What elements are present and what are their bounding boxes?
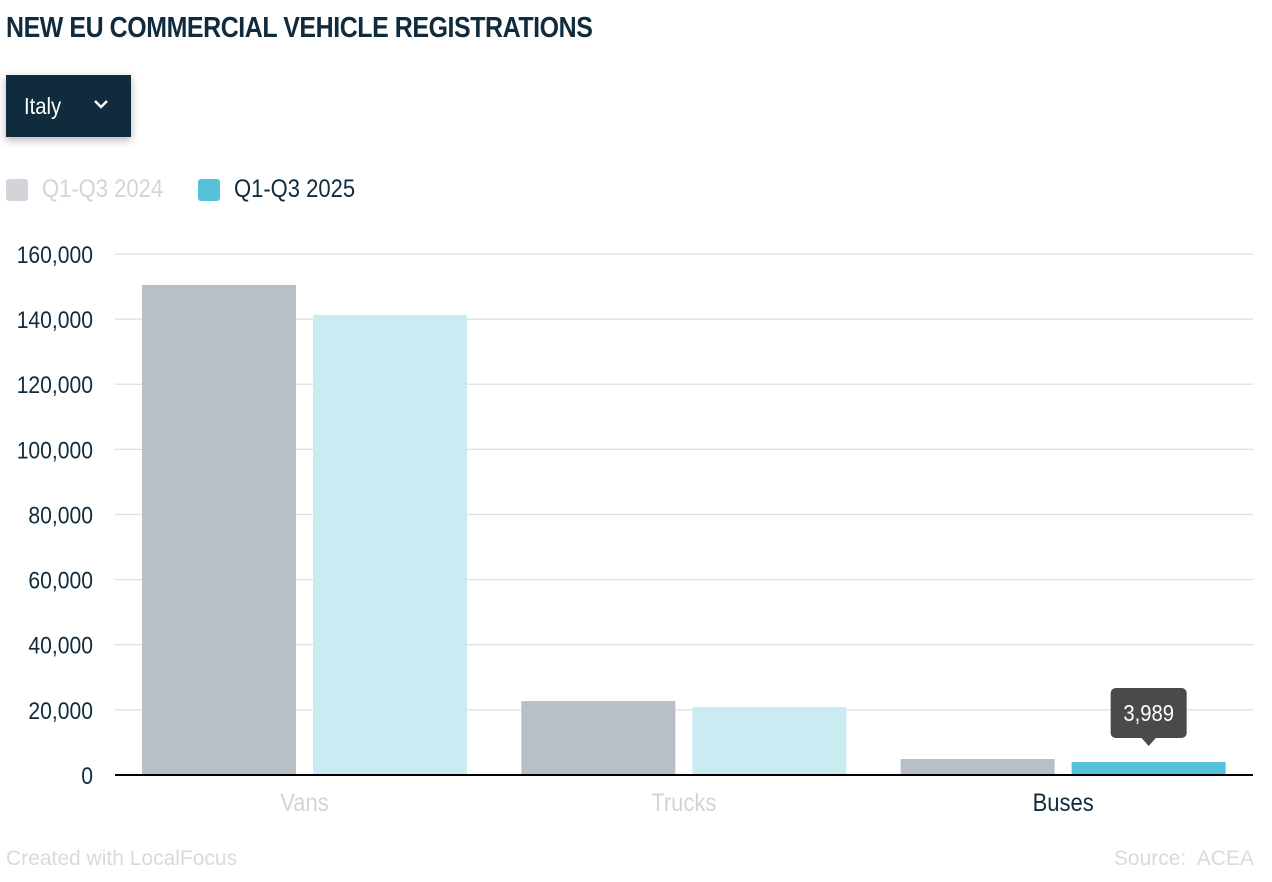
bar-trucks-2024[interactable] — [521, 701, 676, 775]
bar-vans-2024[interactable] — [142, 284, 296, 775]
y-tick-label: 80,000 — [28, 502, 93, 529]
bar-buses-2024[interactable] — [900, 759, 1055, 775]
legend-swatch-2025 — [197, 178, 220, 201]
y-tick-label: 160,000 — [17, 242, 93, 269]
x-tick-label: Trucks — [651, 789, 716, 817]
credit-link[interactable]: Created with LocalFocus — [6, 847, 238, 870]
legend-label-2025: Q1-Q3 2025 — [233, 175, 355, 203]
legend: Q1-Q3 2024 Q1-Q3 2025 — [6, 175, 389, 204]
x-tick-label: Vans — [280, 789, 328, 817]
chart-title: NEW EU COMMERCIAL VEHICLE REGISTRATIONS — [6, 12, 593, 44]
y-tick-label: 120,000 — [17, 372, 93, 399]
x-tick-label: Buses — [1033, 789, 1094, 817]
country-dropdown[interactable]: Italy — [6, 75, 131, 137]
legend-item-2025[interactable]: Q1-Q3 2025 — [197, 175, 372, 204]
y-tick-label: 100,000 — [17, 437, 93, 464]
y-tick-label: 60,000 — [28, 567, 93, 594]
y-tick-label: 140,000 — [17, 307, 93, 334]
y-tick-label: 40,000 — [28, 633, 93, 660]
bar-buses-2025[interactable] — [1071, 762, 1226, 775]
bar-vans-2025[interactable] — [313, 314, 467, 775]
legend-swatch-2024 — [6, 178, 28, 201]
tooltip-value: 3,989 — [1123, 700, 1174, 727]
chevron-down-icon — [94, 100, 108, 109]
y-tick-label: 20,000 — [28, 698, 93, 725]
tooltip-pointer — [1140, 737, 1157, 747]
tooltip-box — [1110, 688, 1187, 739]
legend-label-2024: Q1-Q3 2024 — [42, 175, 164, 203]
source-text: Source: ACEA — [1113, 847, 1254, 870]
y-tick-label: 0 — [81, 763, 93, 790]
country-dropdown-value: Italy — [24, 92, 62, 119]
bar-trucks-2025[interactable] — [692, 706, 847, 775]
legend-item-2024[interactable]: Q1-Q3 2024 — [6, 175, 180, 204]
